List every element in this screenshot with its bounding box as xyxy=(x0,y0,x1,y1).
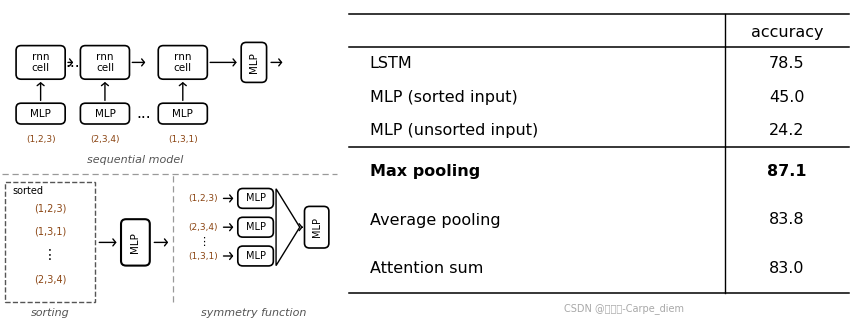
Text: CSDN @卡比兽-Carpe_diem: CSDN @卡比兽-Carpe_diem xyxy=(564,303,684,314)
Text: (1,2,3): (1,2,3) xyxy=(26,135,56,144)
Text: (1,3,1): (1,3,1) xyxy=(33,227,66,237)
FancyBboxPatch shape xyxy=(81,45,129,79)
Text: symmetry function: symmetry function xyxy=(201,308,307,318)
FancyBboxPatch shape xyxy=(237,188,273,208)
FancyBboxPatch shape xyxy=(81,103,129,124)
Text: MLP: MLP xyxy=(246,251,266,261)
Text: ...: ... xyxy=(136,106,151,121)
Text: MLP (unsorted input): MLP (unsorted input) xyxy=(369,123,538,138)
Text: 24.2: 24.2 xyxy=(770,123,805,138)
Text: (2,3,4): (2,3,4) xyxy=(189,223,218,232)
FancyBboxPatch shape xyxy=(241,42,267,82)
Text: (1,3,1): (1,3,1) xyxy=(168,135,198,144)
Text: sorted: sorted xyxy=(13,186,44,196)
Text: MLP: MLP xyxy=(246,193,266,204)
Text: MLP: MLP xyxy=(94,108,116,119)
FancyBboxPatch shape xyxy=(304,206,329,248)
Text: 83.0: 83.0 xyxy=(770,261,805,276)
Text: LSTM: LSTM xyxy=(369,57,412,71)
Text: 87.1: 87.1 xyxy=(767,164,806,179)
FancyBboxPatch shape xyxy=(121,219,150,266)
FancyBboxPatch shape xyxy=(159,45,207,79)
FancyBboxPatch shape xyxy=(237,217,273,237)
Text: 83.8: 83.8 xyxy=(770,212,805,228)
FancyBboxPatch shape xyxy=(159,103,207,124)
FancyBboxPatch shape xyxy=(16,45,65,79)
Text: MLP: MLP xyxy=(30,108,51,119)
Text: 45.0: 45.0 xyxy=(770,90,805,105)
Text: Max pooling: Max pooling xyxy=(369,164,480,179)
Text: rnn
cell: rnn cell xyxy=(96,52,114,73)
Text: (1,3,1): (1,3,1) xyxy=(189,252,218,260)
FancyBboxPatch shape xyxy=(5,182,95,302)
FancyBboxPatch shape xyxy=(237,246,273,266)
Text: MLP: MLP xyxy=(130,232,141,253)
Text: rnn
cell: rnn cell xyxy=(174,52,192,73)
Text: ...: ... xyxy=(65,55,80,70)
Text: 78.5: 78.5 xyxy=(770,57,805,71)
Text: ⋮: ⋮ xyxy=(43,248,57,262)
Text: MLP: MLP xyxy=(312,217,321,237)
Text: MLP: MLP xyxy=(249,52,259,73)
Text: MLP (sorted input): MLP (sorted input) xyxy=(369,90,518,105)
Text: rnn
cell: rnn cell xyxy=(32,52,50,73)
Text: MLP: MLP xyxy=(172,108,193,119)
Text: accuracy: accuracy xyxy=(751,25,824,40)
Text: (1,2,3): (1,2,3) xyxy=(189,194,218,203)
Text: sequential model: sequential model xyxy=(87,155,183,165)
Text: Average pooling: Average pooling xyxy=(369,212,500,228)
Text: MLP: MLP xyxy=(246,222,266,232)
FancyBboxPatch shape xyxy=(16,103,65,124)
Text: ⋮: ⋮ xyxy=(198,236,208,247)
Text: (1,2,3): (1,2,3) xyxy=(33,204,66,214)
Text: (2,3,4): (2,3,4) xyxy=(33,275,66,285)
Text: sorting: sorting xyxy=(31,308,69,318)
Text: Attention sum: Attention sum xyxy=(369,261,483,276)
Text: (2,3,4): (2,3,4) xyxy=(90,135,120,144)
